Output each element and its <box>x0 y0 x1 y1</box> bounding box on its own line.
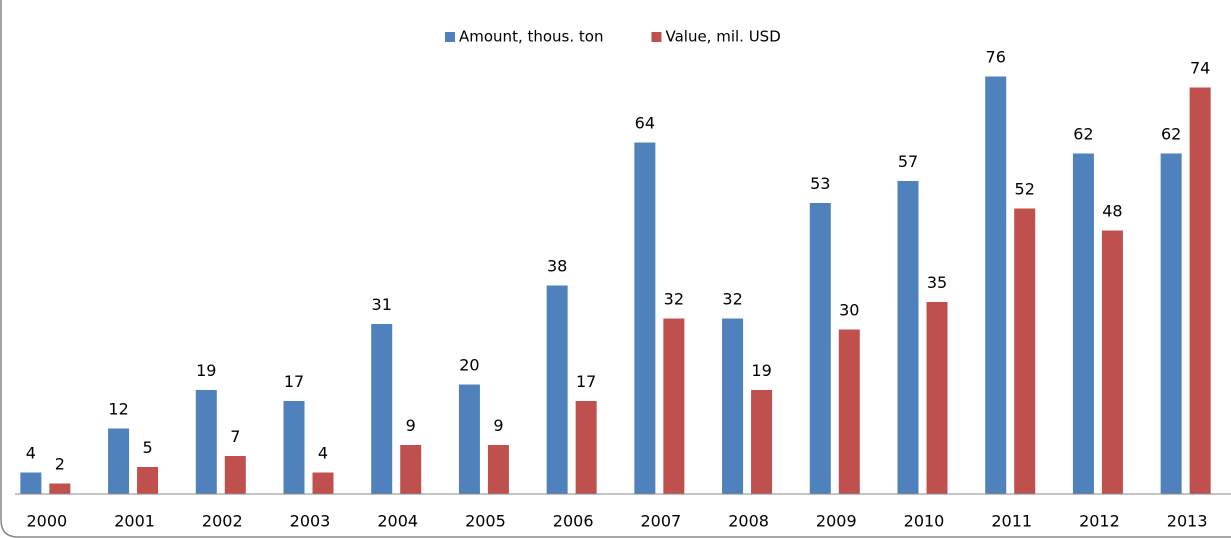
data-label: 76 <box>986 48 1006 67</box>
bar <box>633 141 657 495</box>
data-label: 48 <box>1102 202 1122 221</box>
bar <box>370 323 394 495</box>
bar <box>311 471 335 495</box>
bar <box>1013 207 1037 495</box>
bar <box>282 400 306 495</box>
bar <box>545 284 569 495</box>
bar <box>721 317 745 495</box>
x-tick-label: 2013 <box>1167 512 1208 531</box>
bar <box>1071 152 1095 495</box>
bar <box>984 75 1008 495</box>
data-label: 57 <box>898 152 918 171</box>
x-tick-label: 2004 <box>377 512 418 531</box>
data-label: 31 <box>372 295 392 314</box>
x-tick-label: 2005 <box>465 512 506 531</box>
bar <box>457 383 481 495</box>
legend-swatch <box>651 32 662 42</box>
bar <box>486 444 510 495</box>
data-label: 17 <box>284 372 304 391</box>
data-label: 19 <box>196 361 216 380</box>
data-label: 2 <box>55 455 65 474</box>
bar <box>399 444 423 495</box>
bar <box>750 389 774 495</box>
bar <box>136 466 160 495</box>
x-tick-label: 2011 <box>991 512 1032 531</box>
bar <box>48 482 72 495</box>
x-tick-label: 2010 <box>904 512 945 531</box>
bar <box>925 301 949 495</box>
x-tick-label: 2001 <box>114 512 155 531</box>
bar <box>107 427 131 495</box>
legend-swatch <box>445 32 455 42</box>
data-label: 4 <box>318 444 328 463</box>
data-label: 52 <box>1015 180 1035 199</box>
bar <box>896 180 920 495</box>
bar <box>19 471 43 495</box>
data-label: 62 <box>1161 125 1181 144</box>
data-label: 12 <box>108 400 128 419</box>
x-tick-label: 2000 <box>26 512 67 531</box>
x-tick-label: 2006 <box>553 512 594 531</box>
data-label: 32 <box>664 290 684 309</box>
bar <box>1188 86 1212 495</box>
data-label: 32 <box>722 290 742 309</box>
data-label: 9 <box>493 416 503 435</box>
data-label: 7 <box>230 427 240 446</box>
data-label: 9 <box>406 416 416 435</box>
bar <box>808 202 832 495</box>
legend-label: Value, mil. USD <box>665 28 780 46</box>
data-label: 38 <box>547 257 567 276</box>
bar <box>662 317 686 495</box>
bar <box>223 455 247 495</box>
bar <box>194 389 218 495</box>
x-tick-label: 2008 <box>728 512 769 531</box>
bar <box>1100 229 1124 495</box>
data-label: 74 <box>1190 59 1210 78</box>
bar <box>837 328 861 495</box>
bar <box>574 400 598 495</box>
bar <box>1159 152 1183 495</box>
x-tick-label: 2012 <box>1079 512 1120 531</box>
x-tick-label: 2003 <box>290 512 331 531</box>
data-label: 30 <box>839 301 859 320</box>
data-label: 64 <box>635 114 655 133</box>
data-label: 62 <box>1073 125 1093 144</box>
data-label: 4 <box>26 444 36 463</box>
data-label: 19 <box>751 361 771 380</box>
data-label: 5 <box>142 438 152 457</box>
data-label: 20 <box>459 356 479 375</box>
data-label: 35 <box>927 273 947 292</box>
data-label: 53 <box>810 174 830 193</box>
data-label: 17 <box>576 372 596 391</box>
x-tick-label: 2007 <box>640 512 681 531</box>
x-tick-label: 2002 <box>202 512 243 531</box>
x-tick-label: 2009 <box>816 512 857 531</box>
legend-label: Amount, thous. ton <box>459 28 603 46</box>
